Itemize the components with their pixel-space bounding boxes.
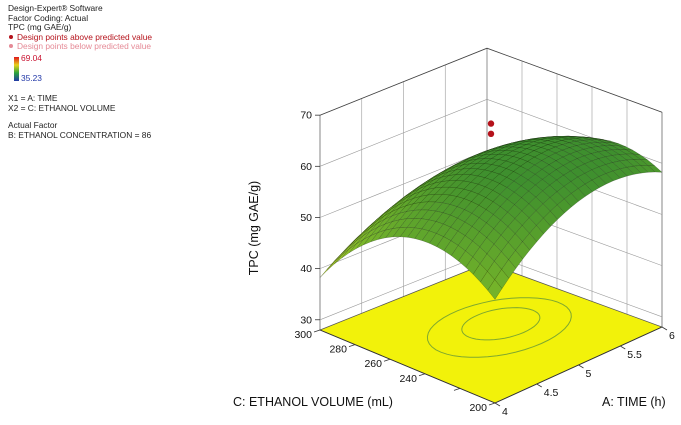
y-tick-label: 260 xyxy=(364,358,382,370)
legend-above-label: Design points above predicted value xyxy=(17,31,153,42)
floor-contours xyxy=(426,297,572,358)
x1-factor: X1 = A: TIME xyxy=(8,92,58,103)
design-point-above xyxy=(487,130,495,138)
x-tick-label: 4 xyxy=(502,406,508,418)
z-tick-label: 30 xyxy=(300,314,312,326)
y-axis-label: C: ETHANOL VOLUME (mL) xyxy=(233,395,393,409)
x-tick-label: 4.5 xyxy=(544,387,559,399)
color-max-value: 69.04 xyxy=(21,52,42,63)
y-tick-label: 280 xyxy=(329,344,347,356)
design-points xyxy=(487,120,495,138)
color-gradient-bar xyxy=(14,56,19,81)
surface-cell xyxy=(334,249,349,264)
design-point-above xyxy=(487,120,495,127)
x-tick-label: 5 xyxy=(586,368,592,380)
surface-cell xyxy=(327,255,342,271)
z-tick-label: 60 xyxy=(300,161,312,173)
surface-cell xyxy=(487,279,503,300)
axis-ticks: 30 40 50 60 70 200 240 260 280 300 4 4.5 5 5.5 6 xyxy=(294,110,675,418)
legend-above: Design points above predicted value xyxy=(8,31,228,43)
y-tick-label: 300 xyxy=(294,329,312,341)
z-axis-label: TPC (mg GAE/g) xyxy=(247,181,261,275)
actual-factor-title: Actual Factor xyxy=(8,120,58,131)
color-scale: 69.04 35.23 xyxy=(8,52,228,84)
factor-coding: Factor Coding: Actual xyxy=(8,12,89,23)
x-axis-label: A: TIME (h) xyxy=(602,395,666,409)
z-tick-label: 40 xyxy=(300,263,312,275)
dot-above-icon xyxy=(9,34,13,39)
dot-below-icon xyxy=(9,44,13,49)
software-name: Design-Expert® Software xyxy=(8,3,103,13)
y-tick-label: 200 xyxy=(469,402,487,414)
x-tick-label: 5.5 xyxy=(627,349,642,361)
response-name: TPC (mg GAE/g) xyxy=(8,22,72,33)
z-tick-label: 50 xyxy=(300,212,312,224)
response-surface xyxy=(319,135,663,300)
color-min-value: 35.23 xyxy=(21,72,42,83)
x-tick-label: 6 xyxy=(669,330,675,342)
actual-factor-value: B: ETHANOL CONCENTRATION = 86 xyxy=(8,129,152,140)
legend-below: Design points below predicted value xyxy=(8,42,228,52)
chart-legend: Design-Expert® Software Factor Coding: A… xyxy=(8,3,228,140)
z-tick-label: 70 xyxy=(300,110,312,122)
y-tick-label: 240 xyxy=(399,373,417,385)
legend-below-label: Design points below predicted value xyxy=(17,41,152,52)
x2-factor: X2 = C: ETHANOL VOLUME xyxy=(8,102,116,113)
